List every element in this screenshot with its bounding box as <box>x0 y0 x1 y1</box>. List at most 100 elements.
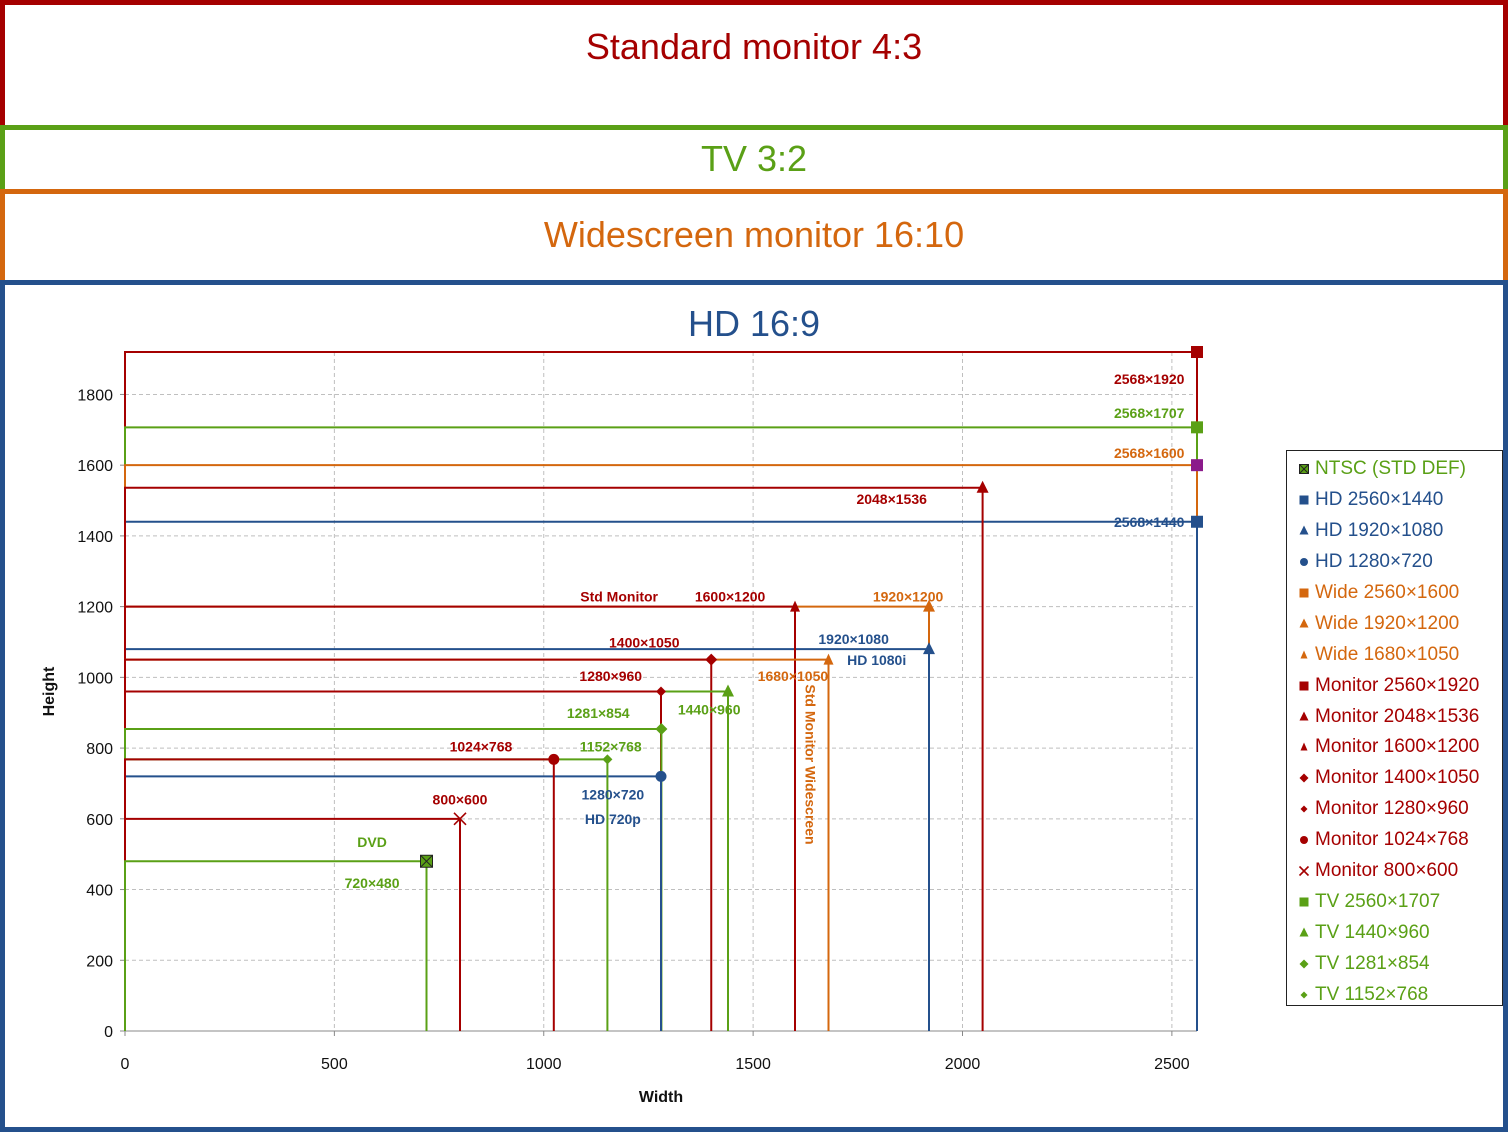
legend-marker <box>1299 927 1309 937</box>
legend-marker-glyph <box>1299 618 1309 628</box>
legend-label: Monitor 2048×1536 <box>1315 705 1480 727</box>
series-monitor-800-600-point-shape <box>453 812 467 826</box>
series-ntsc-std-def-line <box>124 860 428 1031</box>
series-ntsc-std-def-point-shape <box>420 854 433 868</box>
annotation-label: 2568×1920 <box>1114 371 1185 387</box>
series-wide-1680-1050-point <box>823 653 834 665</box>
legend-item: Monitor 2560×1920 <box>1295 670 1502 701</box>
legend-label: Monitor 1280×960 <box>1315 798 1469 820</box>
y-tick-label: 1000 <box>77 670 113 687</box>
legend-marker <box>1299 588 1309 598</box>
x-tick-label: 1500 <box>735 1056 771 1073</box>
series-hd-1280-720-point <box>655 770 667 782</box>
legend-marker-glyph-shape <box>1300 742 1308 751</box>
legend-item: Wide 1680×1050 <box>1295 639 1502 670</box>
series-hd-1280-720-point-shape <box>655 770 667 782</box>
series-tv-1440-960-point-shape <box>722 684 734 697</box>
annotation-label: 1920×1200 <box>873 588 944 604</box>
legend-marker-glyph-shape <box>1300 650 1308 659</box>
legend-marker-glyph-shape <box>1299 618 1309 628</box>
legend-marker <box>1299 495 1309 505</box>
legend-marker <box>1300 650 1308 659</box>
legend-marker-glyph-shape <box>1300 991 1308 999</box>
y-tick-label: 600 <box>86 812 113 829</box>
annotation-label: 1281×854 <box>567 705 630 721</box>
legend-marker-glyph-shape <box>1299 525 1309 535</box>
legend-marker-glyph-shape <box>1299 711 1309 721</box>
legend-label: Monitor 800×600 <box>1315 860 1459 882</box>
annotation-label: 1024×768 <box>450 739 513 755</box>
legend-marker-glyph-shape <box>1299 959 1309 969</box>
y-axis-label: Height <box>41 666 58 716</box>
legend-marker-glyph <box>1300 742 1308 751</box>
legend-marker <box>1300 991 1308 999</box>
legend-marker <box>1299 773 1309 783</box>
series-wide-1920-1200-point <box>923 599 935 612</box>
y-tick-label: 400 <box>86 883 113 900</box>
series-hd-1920-1080-point-shape <box>923 642 935 655</box>
series-monitor-1400-1050-point-shape <box>705 653 718 666</box>
annotation-label: Std Monitor <box>580 588 658 604</box>
annotation-label: Std Monitor Widescreen <box>802 684 818 844</box>
series-monitor-800-600-line <box>124 817 461 1031</box>
legend-label: Monitor 1400×1050 <box>1315 767 1480 789</box>
y-tick-label: 800 <box>86 741 113 758</box>
legend-marker-glyph <box>1300 558 1308 567</box>
legend-label: TV 1152×768 <box>1315 983 1429 1005</box>
legend-marker <box>1299 618 1309 628</box>
legend-marker-glyph <box>1300 991 1308 999</box>
annotation-label: 720×480 <box>345 875 400 891</box>
legend-marker-glyph <box>1299 588 1309 598</box>
annotation-label: 1680×1050 <box>758 668 829 684</box>
legend-marker <box>1299 959 1309 969</box>
x-axis-label: Width <box>639 1089 683 1106</box>
legend-marker-glyph <box>1298 865 1310 877</box>
series-hd-1920-1080-point <box>923 642 935 655</box>
series-tv-1152-768-line <box>124 758 609 1031</box>
legend-label: Wide 1920×1200 <box>1315 612 1460 634</box>
series-monitor-1600-1200-point <box>790 600 800 612</box>
legend-marker <box>1298 865 1310 877</box>
legend-marker-glyph-shape <box>1299 897 1309 907</box>
legend-item: TV 1281×854 <box>1295 948 1502 979</box>
legend-marker-glyph <box>1299 464 1309 475</box>
annotation-label: 2568×1600 <box>1114 445 1185 461</box>
legend-item: Wide 1920×1200 <box>1295 608 1502 639</box>
legend-marker <box>1299 681 1309 691</box>
legend-marker <box>1299 464 1309 475</box>
y-tick-label: 200 <box>86 953 113 970</box>
series-wide-1680-1050-point-shape <box>823 653 834 665</box>
series-hd-1280-720-line <box>124 775 662 1031</box>
standard-monitor-title: Standard monitor 4:3 <box>585 26 923 67</box>
legend-marker <box>1299 525 1309 535</box>
series-wide-1920-1200-point-shape <box>923 599 935 612</box>
legend-marker-glyph <box>1300 650 1308 659</box>
legend-label: HD 1280×720 <box>1315 551 1433 573</box>
legend-marker-glyph <box>1299 711 1309 721</box>
legend-marker <box>1299 711 1309 721</box>
annotation-label: 1600×1200 <box>695 588 766 604</box>
legend-marker-glyph-shape <box>1300 805 1308 813</box>
x-tick-label: 0 <box>121 1056 130 1073</box>
legend-marker-glyph <box>1299 927 1309 937</box>
legend-marker-glyph-shape <box>1299 681 1309 691</box>
legend-marker <box>1300 836 1308 845</box>
series-wide-2560-1600-point <box>1191 459 1203 472</box>
series-monitor-2560-1920-point <box>1191 346 1203 358</box>
annotation-label: 1440×960 <box>678 701 741 717</box>
annotation-label: 800×600 <box>433 792 488 808</box>
series-monitor-1400-1050-point <box>705 653 718 666</box>
legend-label: Wide 2560×1600 <box>1315 582 1460 603</box>
legend-marker-glyph-shape <box>1298 865 1310 877</box>
series-tv-1152-768-point-shape <box>602 754 613 765</box>
y-tick-label: 0 <box>104 1024 113 1041</box>
hd-frame <box>0 280 1508 1132</box>
legend-marker-glyph <box>1299 897 1309 907</box>
series-tv-1281-854-point <box>655 722 668 735</box>
legend-marker-glyph-shape <box>1300 836 1308 845</box>
legend-label: Monitor 2560×1920 <box>1315 674 1480 696</box>
legend-label: HD 2560×1440 <box>1315 489 1444 511</box>
legend-marker-glyph <box>1299 495 1309 505</box>
series-monitor-2048-1536-point-shape <box>976 480 989 493</box>
